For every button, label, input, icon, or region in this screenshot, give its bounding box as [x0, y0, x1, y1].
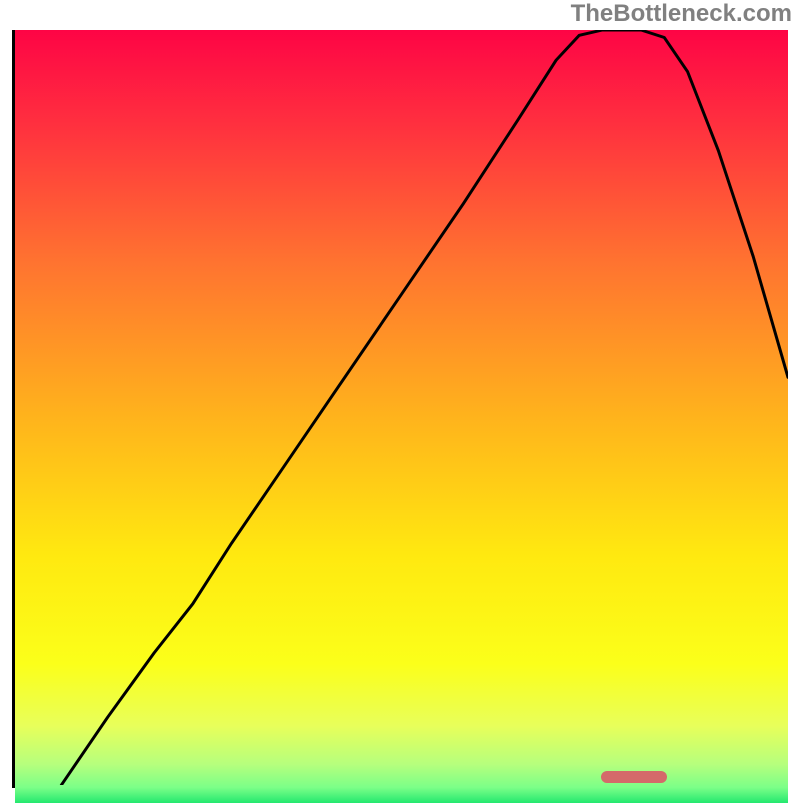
bottleneck-curve [15, 30, 788, 785]
bottleneck-chart: TheBottleneck.com [0, 0, 800, 800]
optimal-marker [601, 771, 667, 783]
watermark-text: TheBottleneck.com [571, 0, 792, 28]
plot-area [12, 30, 788, 788]
